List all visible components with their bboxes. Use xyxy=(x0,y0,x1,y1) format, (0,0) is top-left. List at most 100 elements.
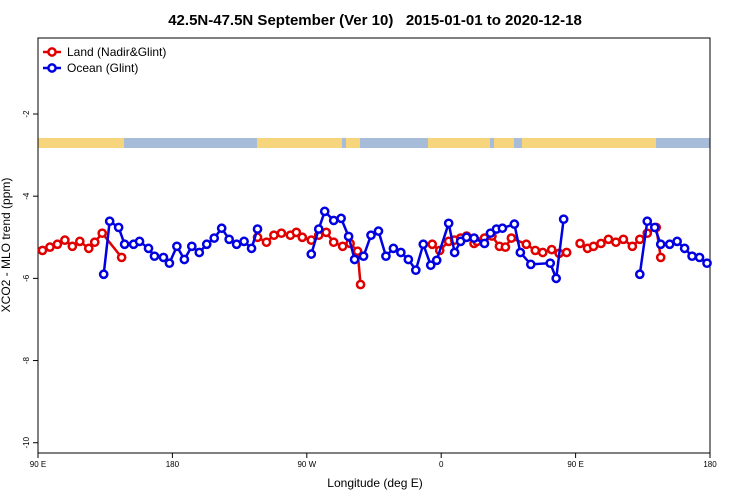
data-point xyxy=(642,216,653,227)
data-point xyxy=(74,236,85,247)
data-point xyxy=(546,244,557,255)
y-tick-label: -6 xyxy=(22,274,31,282)
data-point xyxy=(231,239,242,250)
data-point xyxy=(618,234,629,245)
data-point xyxy=(104,216,115,227)
x-tick-label: 0 xyxy=(439,460,444,469)
data-point xyxy=(679,243,690,254)
data-point xyxy=(186,241,197,252)
x-tick-label: 180 xyxy=(166,460,180,469)
data-point xyxy=(627,241,638,252)
data-point xyxy=(575,238,585,249)
data-point xyxy=(355,279,366,290)
legend-label: Ocean (Glint) xyxy=(67,61,138,75)
data-point xyxy=(418,239,429,250)
data-point xyxy=(252,224,263,234)
data-point xyxy=(149,251,160,262)
data-point xyxy=(509,219,520,229)
data-point xyxy=(431,255,442,266)
data-point xyxy=(358,251,369,262)
data-point xyxy=(672,236,682,247)
data-point xyxy=(134,236,145,247)
data-point xyxy=(396,247,406,258)
data-point xyxy=(216,223,227,234)
data-point xyxy=(321,227,332,238)
data-point xyxy=(89,237,100,248)
data-point xyxy=(479,238,490,249)
data-point xyxy=(164,258,175,269)
data-point xyxy=(297,232,308,243)
data-point xyxy=(246,243,257,254)
data-point xyxy=(500,242,511,252)
data-point xyxy=(319,206,330,217)
data-point xyxy=(558,214,569,225)
data-point xyxy=(328,237,339,248)
data-point xyxy=(425,260,436,271)
y-tick-label: -10 xyxy=(22,436,31,448)
data-point xyxy=(143,243,154,254)
x-tick-label: 180 xyxy=(703,460,717,469)
data-point xyxy=(83,243,94,254)
data-point xyxy=(664,239,675,250)
data-point xyxy=(269,230,279,241)
legend-marker xyxy=(47,47,57,57)
x-tick-label: 90 E xyxy=(30,460,46,469)
y-axis-label: XCO2 - MLO trend (ppm) xyxy=(0,178,13,313)
data-point xyxy=(337,241,348,252)
data-point xyxy=(449,247,460,258)
data-point xyxy=(545,258,556,269)
data-point xyxy=(537,247,548,258)
data-point xyxy=(388,243,399,254)
data-point xyxy=(209,233,220,243)
data-point xyxy=(403,254,414,265)
data-point xyxy=(410,265,421,276)
data-point xyxy=(611,237,621,248)
data-point xyxy=(291,227,302,238)
data-point xyxy=(239,236,249,247)
data-point xyxy=(52,239,63,250)
data-point xyxy=(649,222,660,233)
data-point xyxy=(506,233,517,243)
data-point xyxy=(373,226,384,236)
data-point xyxy=(561,247,572,258)
data-point xyxy=(427,239,438,250)
x-tick-label: 90 W xyxy=(297,460,316,469)
data-point xyxy=(530,245,541,256)
data-point xyxy=(97,228,108,239)
data-point xyxy=(172,241,182,252)
data-point xyxy=(497,223,508,234)
y-tick-label: -2 xyxy=(22,110,31,118)
data-point xyxy=(349,254,360,265)
data-point xyxy=(469,233,479,243)
data-point xyxy=(366,230,376,241)
data-point xyxy=(521,239,532,250)
data-point xyxy=(98,269,109,280)
y-tick-label: -4 xyxy=(22,192,31,200)
data-point xyxy=(551,273,562,284)
data-point xyxy=(158,252,169,263)
data-point xyxy=(201,239,212,250)
data-point xyxy=(655,252,666,263)
x-axis-label: Longitude (deg E) xyxy=(327,476,422,490)
data-point xyxy=(306,249,317,259)
data-point xyxy=(224,234,234,245)
data-point xyxy=(194,247,205,258)
legend-label: Land (Nadir&Glint) xyxy=(67,45,166,59)
data-point xyxy=(60,235,70,246)
data-point xyxy=(336,213,346,224)
data-point xyxy=(45,242,55,252)
data-point xyxy=(276,228,287,239)
data-point xyxy=(352,246,363,257)
data-point xyxy=(328,215,339,226)
data-point xyxy=(37,245,48,256)
data-point xyxy=(113,222,124,233)
data-point xyxy=(702,258,712,269)
chart-title: 42.5N-47.5N September (Ver 10) 2015-01-0… xyxy=(168,12,582,29)
data-point xyxy=(119,239,130,250)
data-point xyxy=(687,251,697,262)
data-point xyxy=(116,252,127,263)
legend-marker xyxy=(47,63,57,73)
data-point xyxy=(588,241,599,252)
data-point xyxy=(634,269,645,280)
data-point xyxy=(67,241,78,252)
